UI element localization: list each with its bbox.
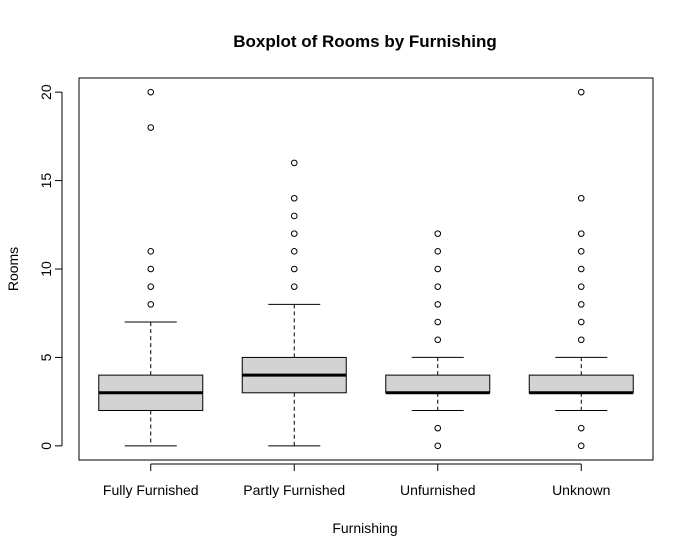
x-axis-label: Furnishing <box>332 520 397 536</box>
outlier-point <box>577 336 585 344</box>
outlier-point <box>147 124 155 131</box>
x-tick-label: Fully Furnished <box>103 482 199 498</box>
outlier-point <box>577 265 585 273</box>
outlier-point <box>147 283 155 290</box>
outlier-point <box>434 424 442 432</box>
x-tick-label: Partly Furnished <box>243 482 345 498</box>
y-axis-label: Rooms <box>5 247 21 291</box>
y-tick-label: 10 <box>38 261 54 277</box>
outlier-point <box>147 301 155 308</box>
outlier-point <box>290 230 298 237</box>
outlier-point <box>577 248 585 255</box>
iqr-box <box>385 374 491 394</box>
chart-title: Boxplot of Rooms by Furnishing <box>233 32 496 51</box>
outlier-point <box>577 88 585 96</box>
outlier-point <box>577 283 585 290</box>
outlier-point <box>147 248 155 255</box>
outlier-point <box>290 212 298 220</box>
outlier-point <box>290 248 298 255</box>
box-fully-furnished <box>98 88 204 447</box>
outlier-point <box>147 88 155 96</box>
x-tick-label: Unknown <box>552 482 610 498</box>
iqr-box <box>528 374 634 394</box>
y-axis: 0 5 10 15 20 <box>38 84 63 450</box>
outlier-point <box>147 265 155 273</box>
box-unknown <box>528 88 634 450</box>
outlier-point <box>434 230 442 237</box>
outlier-point <box>577 194 585 202</box>
outlier-point <box>290 159 298 167</box>
plot-frame <box>78 77 654 461</box>
outlier-point <box>434 442 442 450</box>
outlier-point <box>577 318 585 326</box>
x-axis: Fully Furnished Partly Furnished Unfurnish… <box>103 463 610 498</box>
outlier-point <box>290 283 298 290</box>
outlier-point <box>577 301 585 308</box>
outlier-point <box>577 424 585 432</box>
box-partly-furnished <box>241 159 347 447</box>
y-tick-label: 15 <box>38 173 54 189</box>
box-unfurnished <box>385 230 491 450</box>
outlier-point <box>434 265 442 273</box>
y-tick-label: 20 <box>38 84 54 100</box>
outlier-point <box>434 301 442 308</box>
outlier-point <box>290 194 298 202</box>
outlier-point <box>290 265 298 273</box>
box-group <box>98 88 634 450</box>
outlier-point <box>434 318 442 326</box>
outlier-point <box>577 230 585 237</box>
outlier-point <box>434 283 442 290</box>
outlier-point <box>577 442 585 450</box>
outlier-point <box>434 336 442 344</box>
y-tick-label: 0 <box>38 442 54 450</box>
outlier-point <box>434 248 442 255</box>
x-tick-label: Unfurnished <box>400 482 476 498</box>
y-tick-label: 5 <box>38 353 54 361</box>
